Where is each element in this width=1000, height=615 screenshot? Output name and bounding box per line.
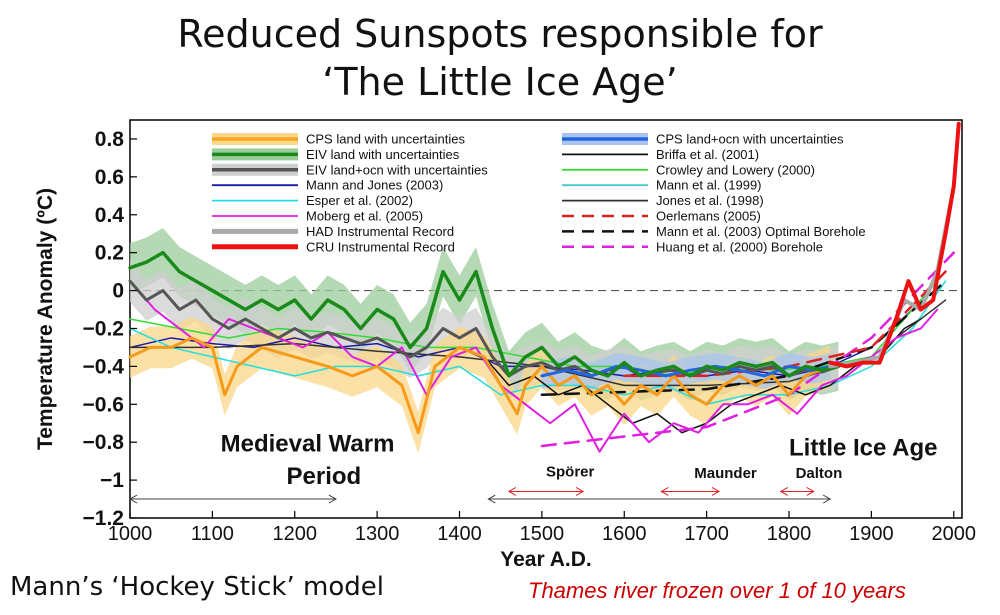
series-line [540,279,947,397]
range-arrow-head-right [822,494,832,504]
x-tick-label: 1600 [602,523,647,545]
legend-label: CPS land with uncertainties [306,132,465,147]
chart-annotation: Maunder [694,465,757,482]
y-tick-label: 0 [112,280,124,303]
y-tick-label: 0.4 [95,204,125,227]
x-tick-label: 1900 [849,523,894,545]
range-arrow-head-right [575,487,585,496]
legend-label: Mann and Jones (2003) [306,178,443,193]
y-tick-label: −1.2 [83,507,124,530]
x-tick-label: 1700 [684,523,729,545]
x-tick-label: 1800 [767,523,812,545]
range-arrow-head-left [660,487,669,496]
series-line [128,279,840,378]
range-arrow-head-left [507,487,517,496]
y-tick-label: −0.2 [83,317,124,340]
y-tick-label: −0.8 [83,431,125,454]
chart-title-line-2: ‘The Little Ice Age’ [322,60,678,104]
series-line [129,280,947,406]
series-line [828,121,961,369]
y-axis-label: Temperature Anomaly (ºC) [34,188,57,450]
legend-label: Esper et al. (2002) [306,193,413,208]
range-arrow-head-left [779,487,789,496]
caption-model-name: Mann’s ‘Hockey Stick’ model [10,572,384,602]
range-arrow-head-left [128,494,138,504]
x-tick-label: 2000 [932,523,977,545]
y-tick-label: −1 [100,469,124,492]
series-line [540,364,832,378]
legend-label: Briffa et al. (2001) [656,147,759,162]
y-tick-label: 0.6 [95,166,124,189]
y-tick-label: 0.8 [95,128,125,151]
caption-thames-note: Thames river frozen over 1 of 10 years [528,578,906,603]
legend-label: CRU Instrumental Record [306,239,455,254]
legend-label: Mann et al. (2003) Optimal Borehole [656,224,866,239]
series-line [129,280,939,453]
legend-label: Mann et al. (1999) [656,178,762,193]
x-tick-label: 1500 [520,523,565,545]
range-arrow-head-right [328,494,337,504]
y-tick-label: −0.4 [83,355,125,378]
x-tick-label: 1000 [108,523,153,545]
legend-label: HAD Instrumental Record [306,224,454,239]
chart-annotation: Period [287,463,362,490]
legend-label: Moberg et al. (2005) [306,209,423,224]
legend-label: Huang et al. (2000) Borehole [656,239,823,254]
uncertainty-band [130,317,831,454]
legend-label: EIV land with uncertainties [306,147,460,162]
range-arrow-head-right [806,487,815,496]
chart-annotation: Spörer [546,463,595,480]
legend-label: CPS land+ocn with uncertainties [656,132,844,147]
legend-label: EIV land+ocn with uncertainties [306,162,488,177]
series-line [828,184,956,369]
chart-annotation: Medieval Warm [221,431,395,458]
x-tick-label: 1400 [437,523,482,545]
x-tick-label: 1300 [355,523,400,545]
range-arrow-head-left [487,494,496,504]
x-axis-label: Year A.D. [500,548,591,571]
series-line [458,318,922,434]
series-line [128,336,832,435]
y-tick-label: −0.6 [83,393,124,416]
x-tick-label: 1200 [273,523,318,545]
legend-label: Jones et al. (1998) [656,193,764,208]
x-tick-label: 1100 [191,523,234,545]
series-line [128,250,841,378]
range-arrow-head-right [711,487,720,496]
chart-annotation: Dalton [796,465,843,482]
legend-label: Oerlemans (2005) [656,209,761,224]
y-tick-label: 0.2 [95,242,124,265]
chart-annotation: Little Ice Age [789,434,937,461]
chart-title-line-1: Reduced Sunspots responsible for [177,12,823,56]
legend-label: Crowley and Lowery (2000) [656,162,815,177]
